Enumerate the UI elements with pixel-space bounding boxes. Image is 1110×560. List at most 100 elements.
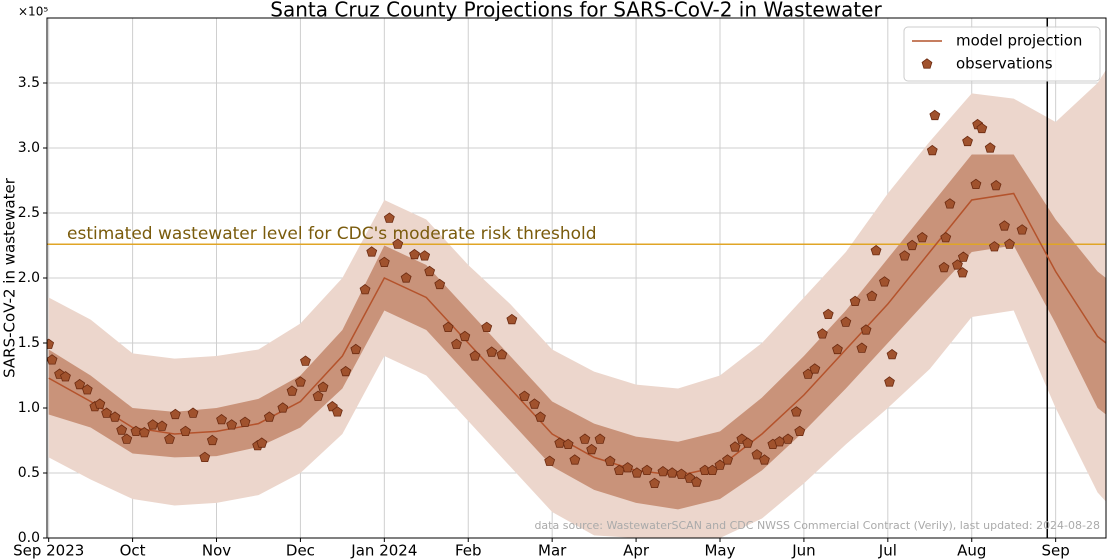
observation-point xyxy=(94,398,106,409)
observation-point xyxy=(649,477,660,488)
observation-point xyxy=(442,321,454,332)
observation-point xyxy=(74,378,86,390)
observation-point xyxy=(594,433,606,444)
observation-point xyxy=(164,433,175,444)
plot-content xyxy=(47,18,1106,538)
observation-point xyxy=(109,411,121,422)
observation-point xyxy=(424,265,436,277)
axes-frame xyxy=(46,17,1107,539)
observation-point xyxy=(1016,224,1028,235)
observation-point xyxy=(729,441,741,452)
observation-point xyxy=(295,376,306,387)
observation-point xyxy=(884,376,895,387)
observation-point xyxy=(886,349,898,360)
observation-point xyxy=(822,308,834,319)
observation-point xyxy=(866,290,878,301)
y-tick-label: 3.0 xyxy=(18,140,40,156)
observation-point xyxy=(469,350,481,361)
x-tick-label: Aug xyxy=(957,542,986,560)
y-tick-label: 0.5 xyxy=(18,465,40,481)
observation-point xyxy=(187,407,199,418)
observation-point xyxy=(832,343,843,355)
observation-point xyxy=(312,390,324,401)
observation-point xyxy=(206,434,218,446)
legend-marker xyxy=(921,58,933,69)
uncertainty-band xyxy=(48,154,1106,510)
x-tick-label: Feb xyxy=(455,542,482,560)
observation-point xyxy=(256,437,268,448)
observation-point xyxy=(631,467,643,478)
observation-point xyxy=(519,390,530,401)
legend: model projection observations xyxy=(903,26,1101,82)
observation-point xyxy=(300,355,311,366)
uncertainty-band xyxy=(48,70,1106,538)
observation-point xyxy=(216,414,227,425)
observation-point xyxy=(130,425,142,436)
observation-point xyxy=(957,251,969,262)
observation-point xyxy=(899,250,911,261)
observation-point xyxy=(392,238,404,249)
observation-point xyxy=(816,328,828,339)
observation-point xyxy=(317,381,329,392)
observation-point xyxy=(544,455,556,466)
observation-point xyxy=(641,464,653,475)
observation-point xyxy=(383,212,395,223)
x-tick-label: May xyxy=(704,542,735,560)
x-tick-label: Apr xyxy=(623,542,650,560)
y-tick-label: 1.5 xyxy=(18,335,40,351)
observation-point xyxy=(860,324,872,335)
x-tick-label: Jul xyxy=(878,542,897,560)
x-tick-label: Oct xyxy=(120,542,146,560)
observation-point xyxy=(790,406,802,417)
observation-point xyxy=(169,408,181,420)
source-note: data source: WastewaterSCAN and CDC NWSS… xyxy=(534,519,1100,532)
x-tick-label: Sep 2023 xyxy=(13,542,84,560)
observation-point xyxy=(569,454,581,465)
observation-point xyxy=(666,467,678,478)
plot-area xyxy=(47,18,1106,538)
observation-point xyxy=(970,178,982,189)
legend-box xyxy=(903,26,1101,82)
observation-point xyxy=(742,437,754,448)
observation-point xyxy=(691,476,702,487)
observation-point xyxy=(359,284,371,295)
observation-point xyxy=(434,278,446,290)
observation-point xyxy=(481,321,493,332)
observation-point xyxy=(506,313,518,325)
observation-point xyxy=(101,407,112,418)
observation-point xyxy=(562,438,574,449)
y-tick-label: 1.0 xyxy=(18,400,40,416)
x-tick-label: Nov xyxy=(202,542,231,560)
y-multiplier: ×10⁵ xyxy=(18,5,48,19)
observation-point xyxy=(199,451,211,462)
observation-point xyxy=(759,454,770,465)
x-tick-label: Jun xyxy=(791,542,815,560)
observation-point xyxy=(840,316,852,327)
y-tick-label: 2.5 xyxy=(18,205,40,221)
observation-point xyxy=(944,198,956,209)
observation-point xyxy=(579,433,591,444)
observation-point xyxy=(81,384,93,395)
observation-point xyxy=(147,419,159,430)
observation-point xyxy=(138,427,150,438)
observation-point xyxy=(400,272,412,283)
observation-point xyxy=(486,346,498,357)
observation-point xyxy=(378,256,390,267)
y-axis-label: SARS-CoV-2 in wastewater xyxy=(1,177,19,378)
chart-title: Santa Cruz County Projections for SARS-C… xyxy=(270,0,882,22)
observation-point xyxy=(675,468,687,479)
observation-point xyxy=(451,338,462,349)
observation-point xyxy=(929,109,941,121)
observation-point xyxy=(916,232,928,243)
observation-point xyxy=(586,443,598,455)
observation-point xyxy=(879,276,890,287)
observation-point xyxy=(535,411,546,422)
observation-point xyxy=(990,180,1002,191)
observation-point xyxy=(1004,238,1015,249)
observation-point xyxy=(263,411,275,422)
observation-point xyxy=(604,455,616,466)
observation-point xyxy=(47,354,58,365)
observation-point xyxy=(409,248,420,260)
threshold-label: estimated wastewater level for CDC's mod… xyxy=(67,224,597,244)
observation-point xyxy=(657,466,669,477)
